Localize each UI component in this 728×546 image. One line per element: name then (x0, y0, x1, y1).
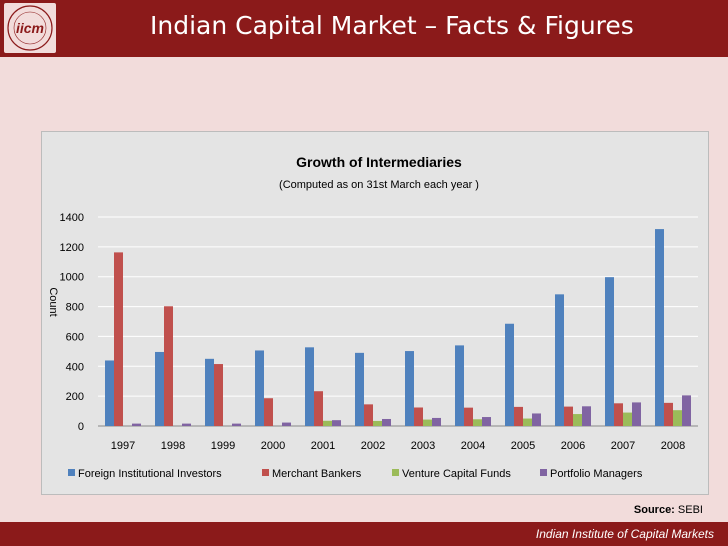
bar (255, 350, 264, 426)
source-note: Source: SEBI (0, 504, 703, 516)
iicm-logo: iicm (4, 3, 56, 53)
bar (373, 420, 382, 426)
x-tick-label: 1997 (111, 440, 135, 452)
bar (555, 294, 564, 426)
bar (182, 423, 191, 426)
legend-swatch (392, 469, 399, 476)
bar (605, 277, 614, 426)
bar (532, 413, 541, 426)
y-tick-label: 400 (66, 361, 84, 373)
chart-panel: Growth of Intermediaries (Computed as on… (41, 131, 709, 495)
slide-title: Indian Capital Market – Facts & Figures (150, 11, 634, 40)
x-tick-label: 2003 (411, 440, 435, 452)
bar (432, 417, 441, 426)
legend: Foreign Institutional Investors Merchant … (68, 468, 643, 480)
bar (514, 406, 523, 426)
x-tick-label: 2006 (561, 440, 585, 452)
source-value: SEBI (677, 504, 703, 516)
bar (655, 229, 664, 426)
bar (314, 391, 323, 426)
slide-footer: Indian Institute of Capital Markets (0, 522, 728, 546)
iicm-seal-icon: iicm (7, 5, 53, 51)
logo-text: iicm (16, 20, 44, 36)
bar (282, 422, 291, 426)
legend-label: Foreign Institutional Investors (78, 468, 222, 480)
bar (205, 358, 214, 426)
x-tick-label: 1999 (211, 440, 235, 452)
x-tick-label: 1998 (161, 440, 185, 452)
bar (114, 252, 123, 426)
x-tick-label: 2001 (311, 440, 335, 452)
bar (405, 351, 414, 426)
y-tick-label: 1200 (60, 242, 84, 254)
bar (382, 418, 391, 426)
bar (232, 423, 241, 426)
bar (464, 407, 473, 426)
legend-swatch (262, 469, 269, 476)
legend-label: Venture Capital Funds (402, 468, 511, 480)
bar (614, 403, 623, 426)
x-tick-label: 2005 (511, 440, 535, 452)
x-tick-label: 2002 (361, 440, 385, 452)
bar (623, 412, 632, 426)
bar (414, 407, 423, 426)
bar (264, 398, 273, 426)
bar (214, 364, 223, 426)
legend-swatch (68, 469, 75, 476)
legend-label: Portfolio Managers (550, 468, 643, 480)
y-tick-label: 800 (66, 302, 84, 314)
y-tick-label: 1000 (60, 272, 84, 284)
legend-label: Merchant Bankers (272, 468, 362, 480)
bar (664, 402, 673, 426)
bar (582, 406, 591, 426)
bar (132, 423, 141, 426)
chart-title: Growth of Intermediaries (296, 154, 462, 170)
slide-header: iicm Indian Capital Market – Facts & Fig… (0, 0, 728, 57)
bar (573, 414, 582, 426)
chart-subtitle: (Computed as on 31st March each year ) (279, 179, 479, 191)
y-tick-labels: 0 200 400 600 800 1000 1200 1400 (60, 212, 84, 433)
x-tick-label: 2004 (461, 440, 485, 452)
x-tick-label: 2007 (611, 440, 635, 452)
y-tick-label: 200 (66, 391, 84, 403)
bar (105, 360, 114, 426)
bar (482, 417, 491, 426)
bar (564, 406, 573, 426)
bar (332, 420, 341, 426)
bar (455, 345, 464, 426)
footer-text: Indian Institute of Capital Markets (535, 527, 714, 541)
y-tick-label: 0 (78, 421, 84, 433)
bar (632, 402, 641, 426)
source-label: Source: (633, 504, 675, 516)
bar (473, 419, 482, 426)
y-axis-label: Count (47, 287, 59, 316)
bar (355, 352, 364, 426)
bar (673, 410, 682, 426)
x-tick-labels: 1997 1998 1999 2000 2001 2002 2003 2004 2005 2006… (111, 440, 685, 452)
x-tick-label: 2008 (661, 440, 685, 452)
bar (423, 419, 432, 426)
y-tick-label: 1400 (60, 212, 84, 224)
bar (505, 323, 514, 426)
bar (523, 418, 532, 426)
legend-swatch (540, 469, 547, 476)
bars (105, 229, 691, 426)
y-tick-label: 600 (66, 331, 84, 343)
x-tick-label: 2000 (261, 440, 285, 452)
bar (164, 306, 173, 426)
bar (155, 351, 164, 426)
bar-chart: Growth of Intermediaries (Computed as on… (47, 154, 698, 480)
bar (323, 420, 332, 426)
bar (364, 404, 373, 426)
bar (682, 395, 691, 426)
bar (305, 347, 314, 426)
grid (98, 216, 698, 427)
